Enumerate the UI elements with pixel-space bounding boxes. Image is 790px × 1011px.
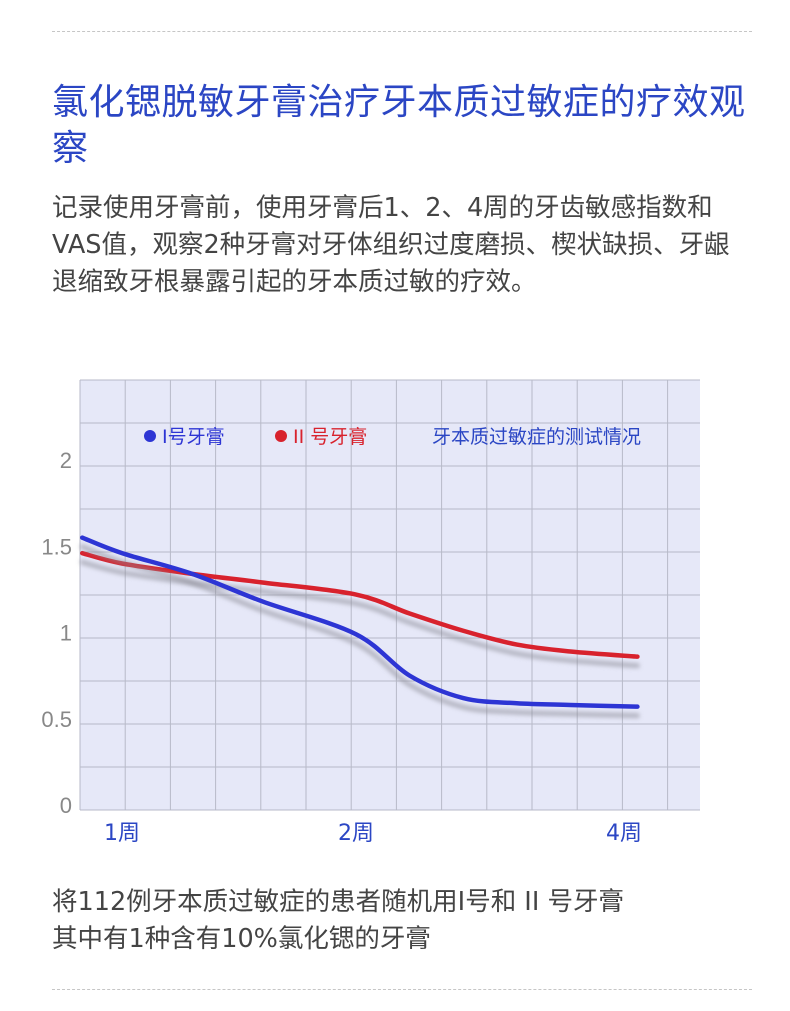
- legend-marker-series-ii: [275, 430, 287, 442]
- y-tick-label: 0: [60, 793, 72, 818]
- series-ii-point: [260, 580, 264, 584]
- series-i-point: [635, 705, 639, 709]
- legend-label-series-ii: II 号牙膏: [293, 425, 367, 448]
- note-paragraph: 将112例牙本质过敏症的患者随机用I号和 II 号牙膏 其中有1种含有10%氯化…: [52, 884, 752, 958]
- y-axis: 0 0.5 1 1.5 2: [41, 448, 72, 818]
- bottom-divider: [52, 989, 752, 990]
- page-title: 氯化锶脱敏牙膏治疗牙本质过敏症的疗效观察: [52, 82, 746, 169]
- plot-grid: [79, 379, 700, 811]
- series-ii-point: [635, 655, 639, 659]
- series-layer: [79, 535, 640, 719]
- chart-title: 牙本质过敏症的测试情况: [432, 426, 641, 448]
- y-tick-label: 1.5: [41, 534, 72, 559]
- x-tick-label: 4周: [606, 821, 642, 846]
- note-line: 将112例牙本质过敏症的患者随机用I号和 II 号牙膏: [52, 887, 624, 917]
- series-i-point: [354, 632, 358, 636]
- series-ii-shadow: [79, 559, 640, 669]
- series-i-point: [461, 696, 465, 700]
- series-i-point: [515, 701, 519, 705]
- series-i-point: [120, 551, 124, 555]
- series-ii-line: [79, 550, 640, 659]
- y-tick-label: 0.5: [41, 707, 72, 732]
- series-i-line: [79, 535, 640, 709]
- intro-paragraph: 记录使用牙膏前，使用牙膏后1、2、4周的牙齿敏感指数和VAS值，观察2种牙膏对牙…: [52, 193, 730, 297]
- chart-legend: I号牙膏 II 号牙膏: [144, 425, 367, 448]
- x-tick-label: 2周: [338, 821, 374, 846]
- x-tick-label: 1周: [104, 821, 140, 846]
- series-i-point: [568, 703, 572, 707]
- series-i-shadow: [79, 544, 640, 719]
- series-ii-point: [515, 643, 519, 647]
- series-i-point: [190, 572, 194, 576]
- series-ii-point: [568, 649, 572, 653]
- legend-marker-series-i: [144, 430, 156, 442]
- y-tick-label: 2: [60, 448, 72, 473]
- y-tick-label: 1: [60, 621, 72, 646]
- legend-label-series-i: I号牙膏: [162, 425, 225, 448]
- top-divider: [52, 31, 752, 32]
- x-axis: 1周 2周 4周: [104, 821, 642, 846]
- series-i-point: [408, 674, 412, 678]
- series-ii-point: [354, 593, 358, 597]
- series-ii-point: [80, 551, 84, 555]
- series-i-point: [260, 599, 264, 603]
- line-chart: 0 0.5 1 1.5 2 1周 2周 4周 I号牙膏 II 号牙膏 牙本质过敏症的测试情况: [41, 379, 700, 846]
- note-line: 其中有1种含有10%氯化锶的牙膏: [52, 924, 431, 954]
- series-ii-point: [461, 629, 465, 633]
- series-ii-point: [408, 612, 412, 616]
- series-i-point: [80, 536, 84, 540]
